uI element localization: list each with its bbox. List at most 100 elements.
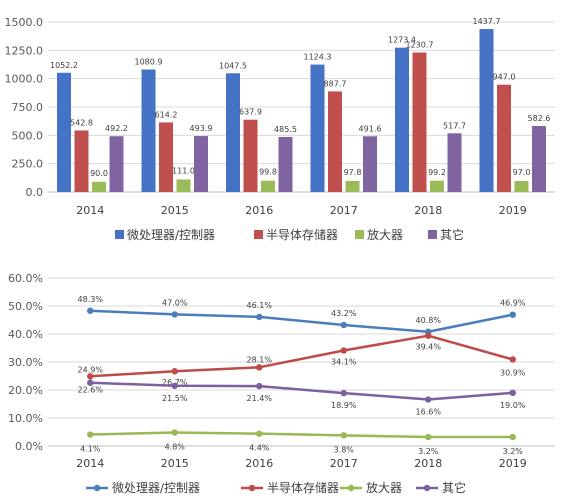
line-legend-label: 放大器	[366, 480, 402, 495]
bar-x-tick-label: 2019	[499, 204, 527, 217]
bar-data-label: 637.9	[239, 108, 262, 117]
line-point	[509, 356, 516, 363]
bar-data-label: 491.6	[359, 124, 382, 133]
line-point	[256, 430, 263, 437]
bar-x-tick-label: 2015	[161, 204, 189, 217]
bar-y-tick-label: 250.0	[12, 158, 44, 171]
line-data-label: 22.6%	[78, 386, 104, 395]
line-x-tick-label: 2018	[414, 457, 442, 470]
line-legend-marker	[93, 484, 101, 492]
bar	[159, 122, 173, 192]
line-point	[87, 307, 94, 314]
line-data-label: 21.5%	[162, 394, 188, 403]
line-legend-label: 半导体存储器	[267, 480, 339, 495]
line-y-tick-label: 30.0%	[8, 356, 43, 369]
line-data-label: 19.0%	[500, 401, 526, 410]
line-y-tick-label: 0.0%	[15, 440, 43, 453]
bar-data-label: 582.6	[528, 114, 551, 123]
bar-x-tick-label: 2018	[414, 204, 442, 217]
bar-data-label: 492.2	[105, 124, 128, 133]
bar-data-label: 1273.4	[388, 36, 416, 45]
line-series-path	[90, 309, 513, 334]
line-data-label: 47.0%	[162, 298, 188, 307]
bar	[328, 91, 342, 192]
line-data-label: 43.2%	[331, 309, 357, 318]
bar-x-tick-label: 2016	[245, 204, 273, 217]
line-point	[425, 396, 432, 403]
line-point	[425, 332, 432, 339]
bar-data-label: 1124.3	[304, 53, 332, 62]
bar	[447, 133, 462, 192]
bar	[141, 69, 156, 192]
line-legend-marker	[248, 484, 256, 492]
line-point	[171, 311, 178, 318]
bar	[74, 130, 89, 192]
line-x-tick-label: 2015	[161, 457, 189, 470]
line-point	[87, 431, 94, 438]
line-point	[509, 311, 516, 318]
bar	[243, 119, 258, 192]
bar-y-tick-label: 0.0	[26, 186, 44, 199]
line-data-label: 4.8%	[165, 443, 186, 452]
bar-y-tick-label: 1500.0	[5, 16, 44, 29]
bar-legend-swatch	[428, 230, 437, 239]
bar-data-label: 1052.2	[50, 61, 78, 70]
bar-data-label: 99.2	[428, 168, 446, 177]
line-data-label: 34.1%	[331, 358, 357, 367]
line-legend-label: 其它	[442, 480, 466, 495]
bar-data-label: 1080.9	[135, 57, 163, 66]
line-point	[171, 429, 178, 436]
line-data-label: 46.1%	[247, 301, 273, 310]
line-series-path	[90, 334, 514, 378]
bar-data-label: 1047.5	[219, 61, 247, 70]
line-data-label: 39.4%	[416, 343, 442, 352]
bar	[479, 29, 494, 192]
line-y-tick-label: 50.0%	[8, 300, 43, 313]
bar-data-label: 97.0	[513, 168, 531, 177]
bar	[363, 136, 377, 192]
line-data-label: 24.9%	[78, 365, 104, 374]
line-x-tick-label: 2014	[76, 457, 104, 470]
bar-data-label: 1437.7	[473, 17, 501, 26]
line-point	[256, 364, 263, 371]
line-data-label: 3.2%	[503, 447, 524, 456]
bar	[345, 180, 360, 192]
bar	[194, 136, 208, 192]
bar-legend-swatch	[115, 230, 124, 239]
line-x-tick-label: 2019	[499, 457, 527, 470]
bar	[412, 52, 427, 193]
bar-legend-label: 微处理器/控制器	[127, 228, 215, 242]
line-x-tick-label: 2017	[330, 457, 358, 470]
bar	[395, 47, 409, 192]
line-point	[425, 433, 432, 441]
bar-data-label: 97.8	[344, 168, 362, 177]
bar-legend-label: 半导体存储器	[266, 227, 338, 242]
line-data-label: 3.8%	[334, 445, 355, 454]
bar	[430, 180, 444, 192]
bar-data-label: 111.0	[172, 166, 195, 175]
line-point	[171, 368, 178, 375]
line-point	[509, 433, 516, 441]
line-data-label: 16.6%	[416, 408, 442, 417]
line-legend-marker	[347, 484, 355, 492]
line-legend-marker	[423, 484, 431, 492]
bar-data-label: 542.8	[70, 118, 93, 127]
bar-y-tick-label: 500.0	[12, 129, 44, 142]
bar	[278, 136, 293, 192]
bar-data-label: 90.0	[90, 169, 108, 178]
line-point	[256, 382, 263, 390]
line-point	[171, 382, 178, 389]
bar-data-label: 517.7	[443, 121, 466, 130]
bar	[176, 179, 191, 192]
line-point	[87, 373, 94, 380]
bar-y-tick-label: 1000.0	[5, 73, 44, 86]
line-data-label: 48.3%	[78, 295, 104, 304]
bar	[57, 72, 71, 192]
bar-data-label: 614.2	[155, 110, 178, 119]
bar-data-label: 99.8	[259, 168, 277, 177]
bar-data-label: 947.0	[493, 73, 516, 82]
bar	[532, 125, 546, 192]
bar-legend-label: 放大器	[367, 227, 403, 242]
line-y-tick-label: 40.0%	[8, 328, 43, 341]
